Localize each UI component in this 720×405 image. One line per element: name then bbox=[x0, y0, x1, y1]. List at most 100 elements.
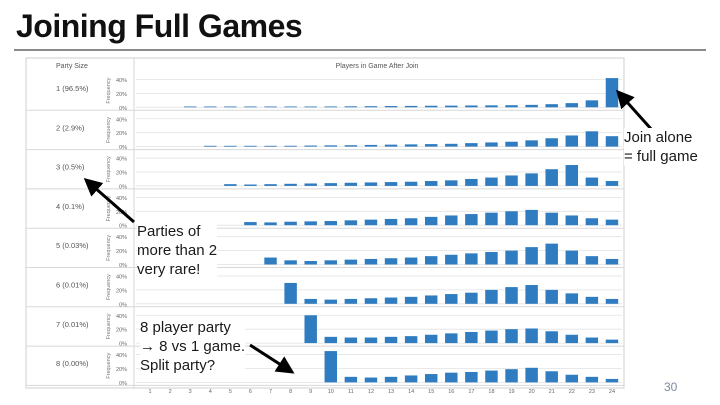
bar bbox=[244, 222, 257, 226]
bar bbox=[424, 295, 438, 304]
y-axis-title: Frequency bbox=[106, 274, 112, 300]
bar bbox=[204, 106, 217, 108]
x-tick-label: 3 bbox=[189, 389, 192, 395]
panel-label: 3 (0.5%) bbox=[56, 163, 85, 172]
bar bbox=[224, 184, 237, 186]
bar bbox=[545, 104, 558, 108]
bar bbox=[545, 212, 558, 226]
bar bbox=[364, 106, 378, 108]
bar bbox=[344, 337, 358, 344]
bar bbox=[384, 106, 398, 108]
bar bbox=[424, 334, 438, 344]
y-axis-title: Frequency bbox=[106, 117, 112, 143]
y-tick-label: 0% bbox=[119, 106, 127, 112]
y-tick-label: 40% bbox=[116, 235, 127, 241]
bar bbox=[404, 218, 418, 226]
bar bbox=[445, 180, 458, 186]
callout-eight-party-line3: Split party? bbox=[140, 357, 216, 374]
chart-title: Players in Game After Join bbox=[336, 63, 419, 70]
bar bbox=[465, 253, 478, 265]
panel-label: 1 (96.5%) bbox=[56, 84, 89, 93]
bar bbox=[244, 106, 257, 108]
bar bbox=[445, 143, 458, 147]
bar bbox=[565, 334, 579, 344]
bar bbox=[525, 247, 538, 265]
y-tick-label: 0% bbox=[119, 381, 127, 387]
bar bbox=[344, 298, 358, 304]
y-tick-label: 40% bbox=[116, 353, 127, 359]
y-tick-label: 20% bbox=[116, 288, 127, 294]
x-tick-label: 8 bbox=[289, 389, 292, 395]
bar bbox=[505, 105, 518, 108]
x-tick-label: 2 bbox=[169, 389, 172, 395]
bar bbox=[404, 105, 418, 108]
bar bbox=[505, 287, 518, 304]
bar bbox=[424, 105, 438, 108]
bar bbox=[525, 328, 538, 344]
bar bbox=[545, 169, 558, 186]
bar bbox=[304, 315, 317, 344]
x-tick-label: 17 bbox=[468, 389, 474, 395]
y-tick-label: 40% bbox=[116, 314, 127, 320]
x-tick-label: 23 bbox=[589, 389, 595, 395]
bar bbox=[344, 259, 358, 265]
row-header: Party Size bbox=[56, 63, 88, 70]
bar bbox=[404, 257, 418, 265]
bar bbox=[545, 289, 558, 304]
callout-eight-party-line1: 8 player party bbox=[140, 319, 231, 336]
bar bbox=[585, 131, 599, 147]
bar bbox=[445, 254, 458, 265]
y-tick-label: 40% bbox=[116, 157, 127, 163]
bar bbox=[565, 165, 579, 186]
bar bbox=[465, 214, 478, 226]
bar bbox=[525, 104, 538, 108]
bar bbox=[244, 145, 257, 147]
bar bbox=[565, 293, 579, 304]
panel-label: 7 (0.01%) bbox=[56, 320, 89, 329]
bar bbox=[545, 138, 558, 147]
bar bbox=[505, 369, 518, 383]
bar bbox=[545, 371, 558, 383]
bar bbox=[505, 175, 518, 186]
bar bbox=[585, 256, 599, 265]
bar bbox=[183, 106, 197, 108]
bar bbox=[605, 298, 619, 304]
x-tick-label: 21 bbox=[549, 389, 555, 395]
y-tick-label: 40% bbox=[116, 117, 127, 123]
bar bbox=[304, 298, 317, 304]
y-tick-label: 20% bbox=[116, 249, 127, 255]
x-tick-label: 16 bbox=[448, 389, 454, 395]
bar bbox=[324, 336, 338, 344]
bar bbox=[585, 296, 599, 304]
callout-join-alone: Join alone = full game bbox=[624, 128, 698, 166]
bar bbox=[525, 173, 538, 186]
bar bbox=[525, 140, 538, 147]
bar bbox=[605, 136, 619, 147]
bar bbox=[505, 141, 518, 147]
x-tick-label: 4 bbox=[209, 389, 212, 395]
bar bbox=[324, 299, 338, 304]
bar bbox=[364, 182, 378, 186]
y-tick-label: 0% bbox=[119, 263, 127, 269]
title-divider bbox=[14, 49, 706, 51]
bar bbox=[264, 222, 277, 226]
bar bbox=[204, 145, 217, 147]
bar bbox=[545, 243, 558, 265]
bar bbox=[284, 145, 297, 147]
y-tick-label: 40% bbox=[116, 78, 127, 84]
panel-label: 6 (0.01%) bbox=[56, 281, 89, 290]
bar bbox=[485, 105, 498, 108]
chart-frame bbox=[25, 57, 625, 389]
bar bbox=[324, 351, 338, 383]
x-tick-label: 9 bbox=[309, 389, 312, 395]
page-number: 30 bbox=[664, 380, 678, 394]
x-tick-label: 7 bbox=[269, 389, 272, 395]
bar bbox=[304, 183, 317, 186]
bar bbox=[445, 333, 458, 344]
bar bbox=[505, 211, 518, 226]
bar bbox=[525, 285, 538, 304]
bar bbox=[465, 105, 478, 108]
y-tick-label: 20% bbox=[116, 170, 127, 176]
x-tick-label: 12 bbox=[368, 389, 374, 395]
